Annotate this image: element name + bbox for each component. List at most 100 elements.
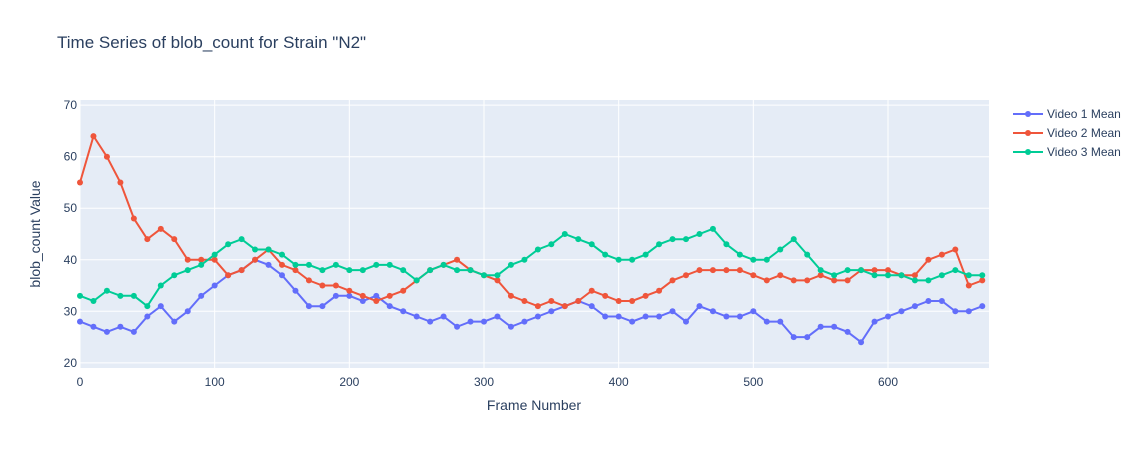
data-point[interactable] <box>319 303 326 310</box>
data-point[interactable] <box>494 313 501 320</box>
data-point[interactable] <box>413 313 420 320</box>
data-point[interactable] <box>373 298 380 304</box>
data-point[interactable] <box>669 277 676 284</box>
data-point[interactable] <box>871 318 878 325</box>
data-point[interactable] <box>481 272 487 279</box>
data-point[interactable] <box>211 251 218 258</box>
data-point[interactable] <box>831 272 838 279</box>
data-point[interactable] <box>656 287 663 294</box>
data-point[interactable] <box>615 298 622 304</box>
data-point[interactable] <box>305 277 312 284</box>
data-point[interactable] <box>265 246 272 253</box>
data-point[interactable] <box>90 323 97 330</box>
data-point[interactable] <box>696 231 703 237</box>
data-point[interactable] <box>804 277 811 284</box>
data-point[interactable] <box>750 256 757 263</box>
data-point[interactable] <box>844 267 851 274</box>
data-point[interactable] <box>171 236 178 243</box>
data-point[interactable] <box>858 267 865 274</box>
data-point[interactable] <box>359 267 366 274</box>
data-point[interactable] <box>157 225 164 232</box>
data-point[interactable] <box>454 256 461 263</box>
data-point[interactable] <box>925 277 932 284</box>
data-point[interactable] <box>225 241 232 248</box>
data-point[interactable] <box>938 298 945 304</box>
data-point[interactable] <box>683 318 689 325</box>
data-point[interactable] <box>507 261 514 268</box>
data-point[interactable] <box>252 256 259 263</box>
data-point[interactable] <box>130 328 137 335</box>
data-point[interactable] <box>440 261 447 268</box>
data-point[interactable] <box>400 267 407 274</box>
data-point[interactable] <box>494 277 501 284</box>
data-point[interactable] <box>642 251 649 258</box>
data-point[interactable] <box>602 292 609 299</box>
data-point[interactable] <box>346 267 353 274</box>
data-point[interactable] <box>103 153 110 160</box>
legend-item[interactable]: Video 1 Mean <box>1013 107 1121 121</box>
data-point[interactable] <box>723 241 730 248</box>
data-point[interactable] <box>790 236 797 243</box>
data-point[interactable] <box>965 282 972 289</box>
data-point[interactable] <box>871 272 878 279</box>
data-point[interactable] <box>817 267 824 274</box>
data-point[interactable] <box>332 261 339 268</box>
data-point[interactable] <box>292 267 299 274</box>
data-point[interactable] <box>534 303 541 310</box>
legend-item[interactable]: Video 3 Mean <box>1013 145 1121 159</box>
data-point[interactable] <box>103 287 110 294</box>
data-point[interactable] <box>723 313 730 320</box>
data-point[interactable] <box>77 292 83 299</box>
data-point[interactable] <box>790 334 797 341</box>
data-point[interactable] <box>831 323 838 330</box>
data-point[interactable] <box>615 256 622 263</box>
series-3[interactable] <box>77 225 986 310</box>
data-point[interactable] <box>804 251 811 258</box>
data-point[interactable] <box>144 303 151 310</box>
data-point[interactable] <box>359 298 366 304</box>
data-point[interactable] <box>77 318 83 325</box>
data-point[interactable] <box>252 246 259 253</box>
data-point[interactable] <box>871 267 878 274</box>
data-point[interactable] <box>454 267 461 274</box>
data-point[interactable] <box>534 313 541 320</box>
data-point[interactable] <box>157 303 164 310</box>
data-point[interactable] <box>885 313 891 320</box>
data-point[interactable] <box>373 292 380 299</box>
data-point[interactable] <box>238 236 245 243</box>
data-point[interactable] <box>777 272 784 279</box>
data-point[interactable] <box>346 287 353 294</box>
data-point[interactable] <box>629 318 636 325</box>
data-point[interactable] <box>413 277 420 284</box>
data-point[interactable] <box>588 303 595 310</box>
data-point[interactable] <box>925 298 932 304</box>
data-point[interactable] <box>588 241 595 248</box>
data-point[interactable] <box>198 256 205 263</box>
data-point[interactable] <box>750 272 757 279</box>
data-point[interactable] <box>629 298 636 304</box>
data-point[interactable] <box>575 236 582 243</box>
data-point[interactable] <box>117 179 124 186</box>
legend-item[interactable]: Video 2 Mean <box>1013 126 1121 140</box>
data-point[interactable] <box>777 318 784 325</box>
data-point[interactable] <box>952 267 959 274</box>
data-point[interactable] <box>144 313 151 320</box>
data-point[interactable] <box>467 267 474 274</box>
data-point[interactable] <box>979 272 986 279</box>
data-point[interactable] <box>750 308 757 315</box>
data-point[interactable] <box>588 287 595 294</box>
data-point[interactable] <box>831 277 838 284</box>
data-point[interactable] <box>898 308 905 315</box>
data-point[interactable] <box>130 292 137 299</box>
data-point[interactable] <box>427 318 434 325</box>
data-point[interactable] <box>602 313 609 320</box>
data-point[interactable] <box>400 308 407 315</box>
data-point[interactable] <box>481 318 487 325</box>
data-point[interactable] <box>90 298 97 304</box>
data-point[interactable] <box>709 308 716 315</box>
data-point[interactable] <box>804 334 811 341</box>
data-point[interactable] <box>561 231 568 237</box>
data-point[interactable] <box>858 339 865 346</box>
data-point[interactable] <box>911 303 918 310</box>
data-point[interactable] <box>642 292 649 299</box>
